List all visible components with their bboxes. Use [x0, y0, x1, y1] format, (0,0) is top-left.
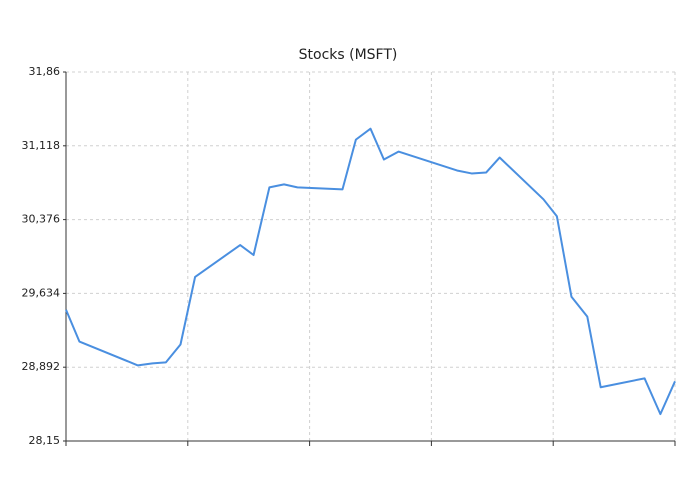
- line: [65, 127, 676, 416]
- y-tick-label: 31,86: [29, 65, 61, 78]
- y-tick-label: 28,15: [29, 434, 61, 447]
- y-tick-label: 28,892: [22, 360, 61, 373]
- y-tick-label: 31,118: [22, 139, 61, 152]
- y-tick-label: 29,634: [22, 286, 61, 299]
- y-tick-label: 30,376: [22, 213, 61, 226]
- chart-title: Stocks (MSFT): [299, 47, 398, 63]
